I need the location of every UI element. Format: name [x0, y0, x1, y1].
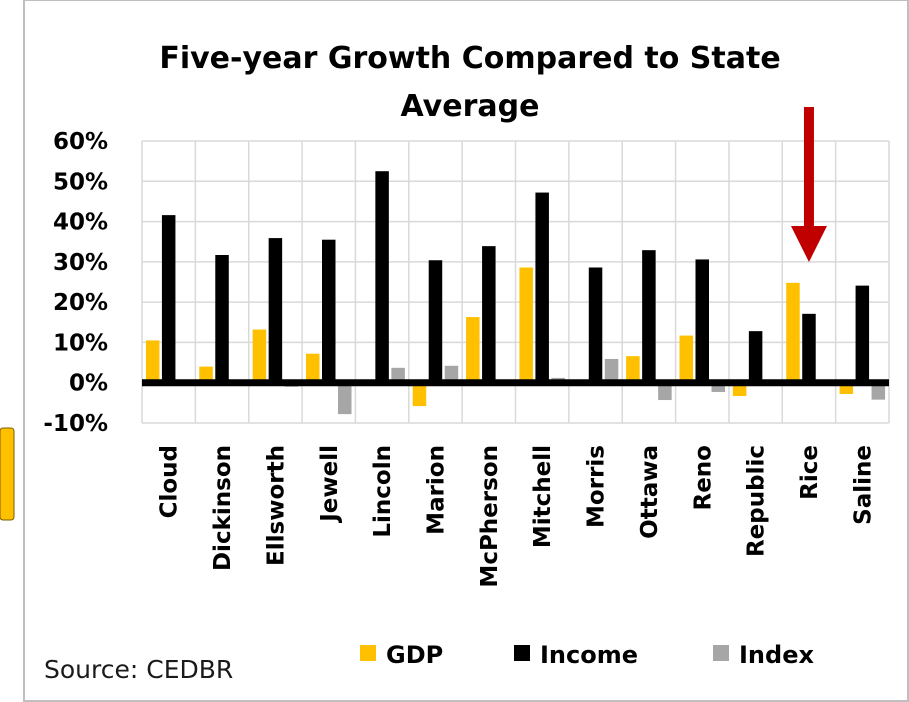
- category-label-ellsworth: Ellsworth: [263, 445, 289, 566]
- bar-gdp-mcpherson: [466, 317, 480, 383]
- bar-gdp-saline: [839, 382, 854, 394]
- category-label-marion: Marion: [423, 445, 449, 535]
- partial-yellow-shape: [0, 427, 15, 521]
- x-axis-categories: Cloud Dickinson Ellsworth Jewell Lincoln Mari…: [157, 445, 877, 588]
- bar-income-ottawa: [642, 250, 656, 383]
- category-label-morris: Morris: [584, 445, 610, 528]
- red-arrow-annotation: [790, 107, 827, 262]
- bar-gdp-reno: [679, 335, 693, 383]
- category-label-reno: Reno: [690, 445, 716, 511]
- bar-gdp-dickinson: [199, 366, 213, 383]
- y-tick-label: 20%: [53, 290, 108, 316]
- bar-gdp-rice: [786, 282, 800, 383]
- legend-swatch-index: [713, 645, 729, 661]
- y-tick-label: 30%: [53, 250, 108, 276]
- category-label-lincoln: Lincoln: [370, 445, 396, 538]
- y-tick-label: 60%: [53, 129, 108, 155]
- y-tick-label: 10%: [53, 330, 108, 356]
- category-label-republic: Republic: [744, 445, 770, 557]
- chart-title-line-1: Five-year Growth Compared to State: [159, 41, 780, 76]
- category-label-cloud: Cloud: [157, 445, 183, 518]
- bar-income-mitchell: [535, 192, 549, 383]
- bar-index-ottawa: [658, 382, 672, 401]
- legend-label-income: Income: [540, 641, 638, 669]
- y-axis-ticks: 60% 50% 40% 30% 20% 10% 0% -10%: [43, 129, 108, 437]
- bar-index-morris: [604, 358, 619, 383]
- source-label: Source: CEDBR: [44, 655, 233, 684]
- bar-index-saline: [871, 382, 886, 400]
- bar-index-jewell: [338, 382, 352, 415]
- bar-income-jewell: [322, 239, 336, 383]
- bar-income-dickinson: [215, 255, 229, 383]
- category-label-ottawa: Ottawa: [637, 445, 663, 539]
- bar-gdp-cloud: [145, 340, 160, 383]
- bar-income-rice: [802, 313, 816, 383]
- bar-gdp-ellsworth: [252, 329, 267, 383]
- legend: GDP Income Index: [360, 641, 814, 669]
- bar-gdp-mitchell: [519, 267, 533, 383]
- legend-swatch-income: [514, 645, 530, 661]
- category-label-mcpherson: McPherson: [477, 445, 503, 588]
- y-tick-label: 0%: [69, 371, 108, 397]
- category-label-dickinson: Dickinson: [210, 445, 236, 571]
- bar-income-morris: [588, 267, 603, 383]
- bar-income-marion: [428, 260, 443, 383]
- bar-income-cloud: [161, 215, 176, 383]
- y-tick-label: 40%: [53, 210, 108, 236]
- y-tick-label: 50%: [53, 169, 108, 195]
- gridlines: [141, 140, 890, 424]
- bar-income-ellsworth: [268, 238, 283, 383]
- bar-index-lincoln: [391, 367, 405, 383]
- bar-income-mcpherson: [482, 246, 496, 383]
- bar-index-reno: [711, 382, 725, 392]
- bar-index-marion: [444, 365, 459, 383]
- y-tick-label: -10%: [43, 411, 108, 437]
- bar-gdp-marion: [412, 382, 427, 407]
- category-label-jewell: Jewell: [317, 445, 343, 524]
- arrow-head: [790, 226, 827, 262]
- bar-gdp-ottawa: [626, 356, 640, 383]
- legend-swatch-gdp: [360, 645, 376, 661]
- legend-label-gdp: GDP: [386, 641, 443, 669]
- bar-gdp-jewell: [306, 353, 320, 383]
- bar-income-republic: [748, 331, 763, 383]
- bar-income-reno: [695, 259, 709, 383]
- category-label-mitchell: Mitchell: [530, 445, 556, 548]
- category-label-rice: Rice: [797, 445, 823, 500]
- legend-label-index: Index: [739, 641, 814, 669]
- chart-title-line-2: Average: [401, 89, 540, 124]
- bar-income-saline: [855, 285, 870, 383]
- category-label-saline: Saline: [850, 445, 876, 525]
- arrow-shaft: [803, 107, 814, 229]
- bar-income-lincoln: [375, 171, 389, 383]
